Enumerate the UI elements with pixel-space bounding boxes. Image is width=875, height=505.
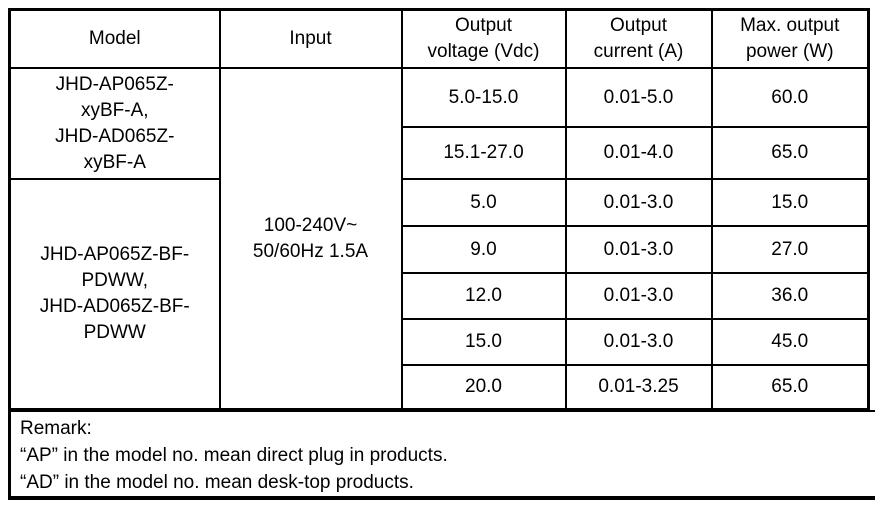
model-line: xyBF-A bbox=[83, 151, 146, 173]
input-cell: 100-240V~ 50/60Hz 1.5A bbox=[218, 67, 403, 410]
current-cell: 0.01-3.0 bbox=[564, 318, 713, 366]
model-line: PDWW bbox=[83, 322, 146, 343]
model-group-cell-1: JHD-AP065Z- xyBF-A, JHD-AD065Z- xyBF-A bbox=[8, 67, 221, 180]
header-row: Model Input Output voltage (Vdc) Output … bbox=[8, 8, 870, 69]
spec-table: Model Input Output voltage (Vdc) Output … bbox=[8, 8, 870, 410]
current-cell: 0.01-4.0 bbox=[564, 126, 713, 180]
header-line: Input bbox=[289, 28, 332, 49]
table-row: 20.0 0.01-3.25 65.0 bbox=[10, 364, 870, 410]
current-cell: 0.01-3.0 bbox=[564, 178, 713, 227]
input-line: 100-240V~ bbox=[263, 214, 358, 236]
model-line: JHD-AP065Z- bbox=[55, 73, 174, 95]
remark-line-ap: “AP” in the model no. mean direct plug i… bbox=[20, 445, 448, 466]
col-header-model: Model bbox=[8, 8, 221, 69]
remark-label: Remark: bbox=[20, 418, 92, 439]
voltage-cell: 20.0 bbox=[400, 364, 567, 410]
power-cell: 60.0 bbox=[710, 67, 870, 128]
header-line: Max. output bbox=[740, 15, 840, 36]
col-header-output-current: Output current (A) bbox=[564, 8, 713, 69]
table-row: 12.0 0.01-3.0 36.0 bbox=[10, 272, 870, 320]
voltage-cell: 12.0 bbox=[400, 272, 567, 320]
power-cell: 65.0 bbox=[710, 126, 870, 180]
col-header-output-voltage: Output voltage (Vdc) bbox=[400, 8, 567, 69]
voltage-cell: 15.1-27.0 bbox=[400, 126, 567, 180]
col-header-max-power: Max. output power (W) bbox=[710, 8, 870, 69]
voltage-cell: 9.0 bbox=[400, 225, 567, 274]
header-line: current (A) bbox=[593, 41, 684, 62]
model-line: JHD-AD065Z-BF- bbox=[39, 296, 190, 317]
power-cell: 36.0 bbox=[710, 272, 870, 320]
header-line: power (W) bbox=[745, 41, 834, 62]
power-cell: 65.0 bbox=[710, 364, 870, 410]
power-cell: 45.0 bbox=[710, 318, 870, 366]
spec-table-wrap: Model Input Output voltage (Vdc) Output … bbox=[8, 8, 875, 500]
header-line: Output bbox=[609, 15, 668, 36]
remark-section: Remark: “AP” in the model no. mean direc… bbox=[8, 410, 875, 500]
model-group-cell-2: JHD-AP065Z-BF- PDWW, JHD-AD065Z-BF- PDWW bbox=[8, 178, 221, 410]
current-cell: 0.01-3.25 bbox=[564, 364, 713, 410]
table-row: 15.1-27.0 0.01-4.0 65.0 bbox=[10, 126, 870, 180]
voltage-cell: 5.0-15.0 bbox=[400, 67, 567, 128]
voltage-cell: 5.0 bbox=[400, 178, 567, 227]
power-cell: 15.0 bbox=[710, 178, 870, 227]
voltage-cell: 15.0 bbox=[400, 318, 567, 366]
model-line: JHD-AP065Z-BF- bbox=[40, 244, 190, 265]
model-line: xyBF-A, bbox=[80, 99, 149, 121]
header-line: voltage (Vdc) bbox=[427, 41, 540, 62]
power-cell: 27.0 bbox=[710, 225, 870, 274]
header-line: Model bbox=[88, 28, 141, 49]
table-row: JHD-AP065Z- xyBF-A, JHD-AD065Z- xyBF-A 1… bbox=[8, 67, 870, 410]
current-cell: 0.01-3.0 bbox=[564, 272, 713, 320]
table-row: 15.0 0.01-3.0 45.0 bbox=[10, 318, 870, 366]
header-line: Output bbox=[454, 15, 513, 36]
table-row: JHD-AP065Z-BF- PDWW, JHD-AD065Z-BF- PDWW… bbox=[8, 178, 870, 410]
remark-line-ad: “AD” in the model no. mean desk-top prod… bbox=[20, 472, 414, 493]
model-line: JHD-AD065Z- bbox=[55, 125, 175, 147]
col-header-input: Input bbox=[218, 8, 403, 69]
current-cell: 0.01-3.0 bbox=[564, 225, 713, 274]
model-line: PDWW, bbox=[81, 270, 149, 291]
current-cell: 0.01-5.0 bbox=[564, 67, 713, 128]
input-line: 50/60Hz 1.5A bbox=[252, 240, 369, 262]
table-row: 9.0 0.01-3.0 27.0 bbox=[10, 225, 870, 274]
